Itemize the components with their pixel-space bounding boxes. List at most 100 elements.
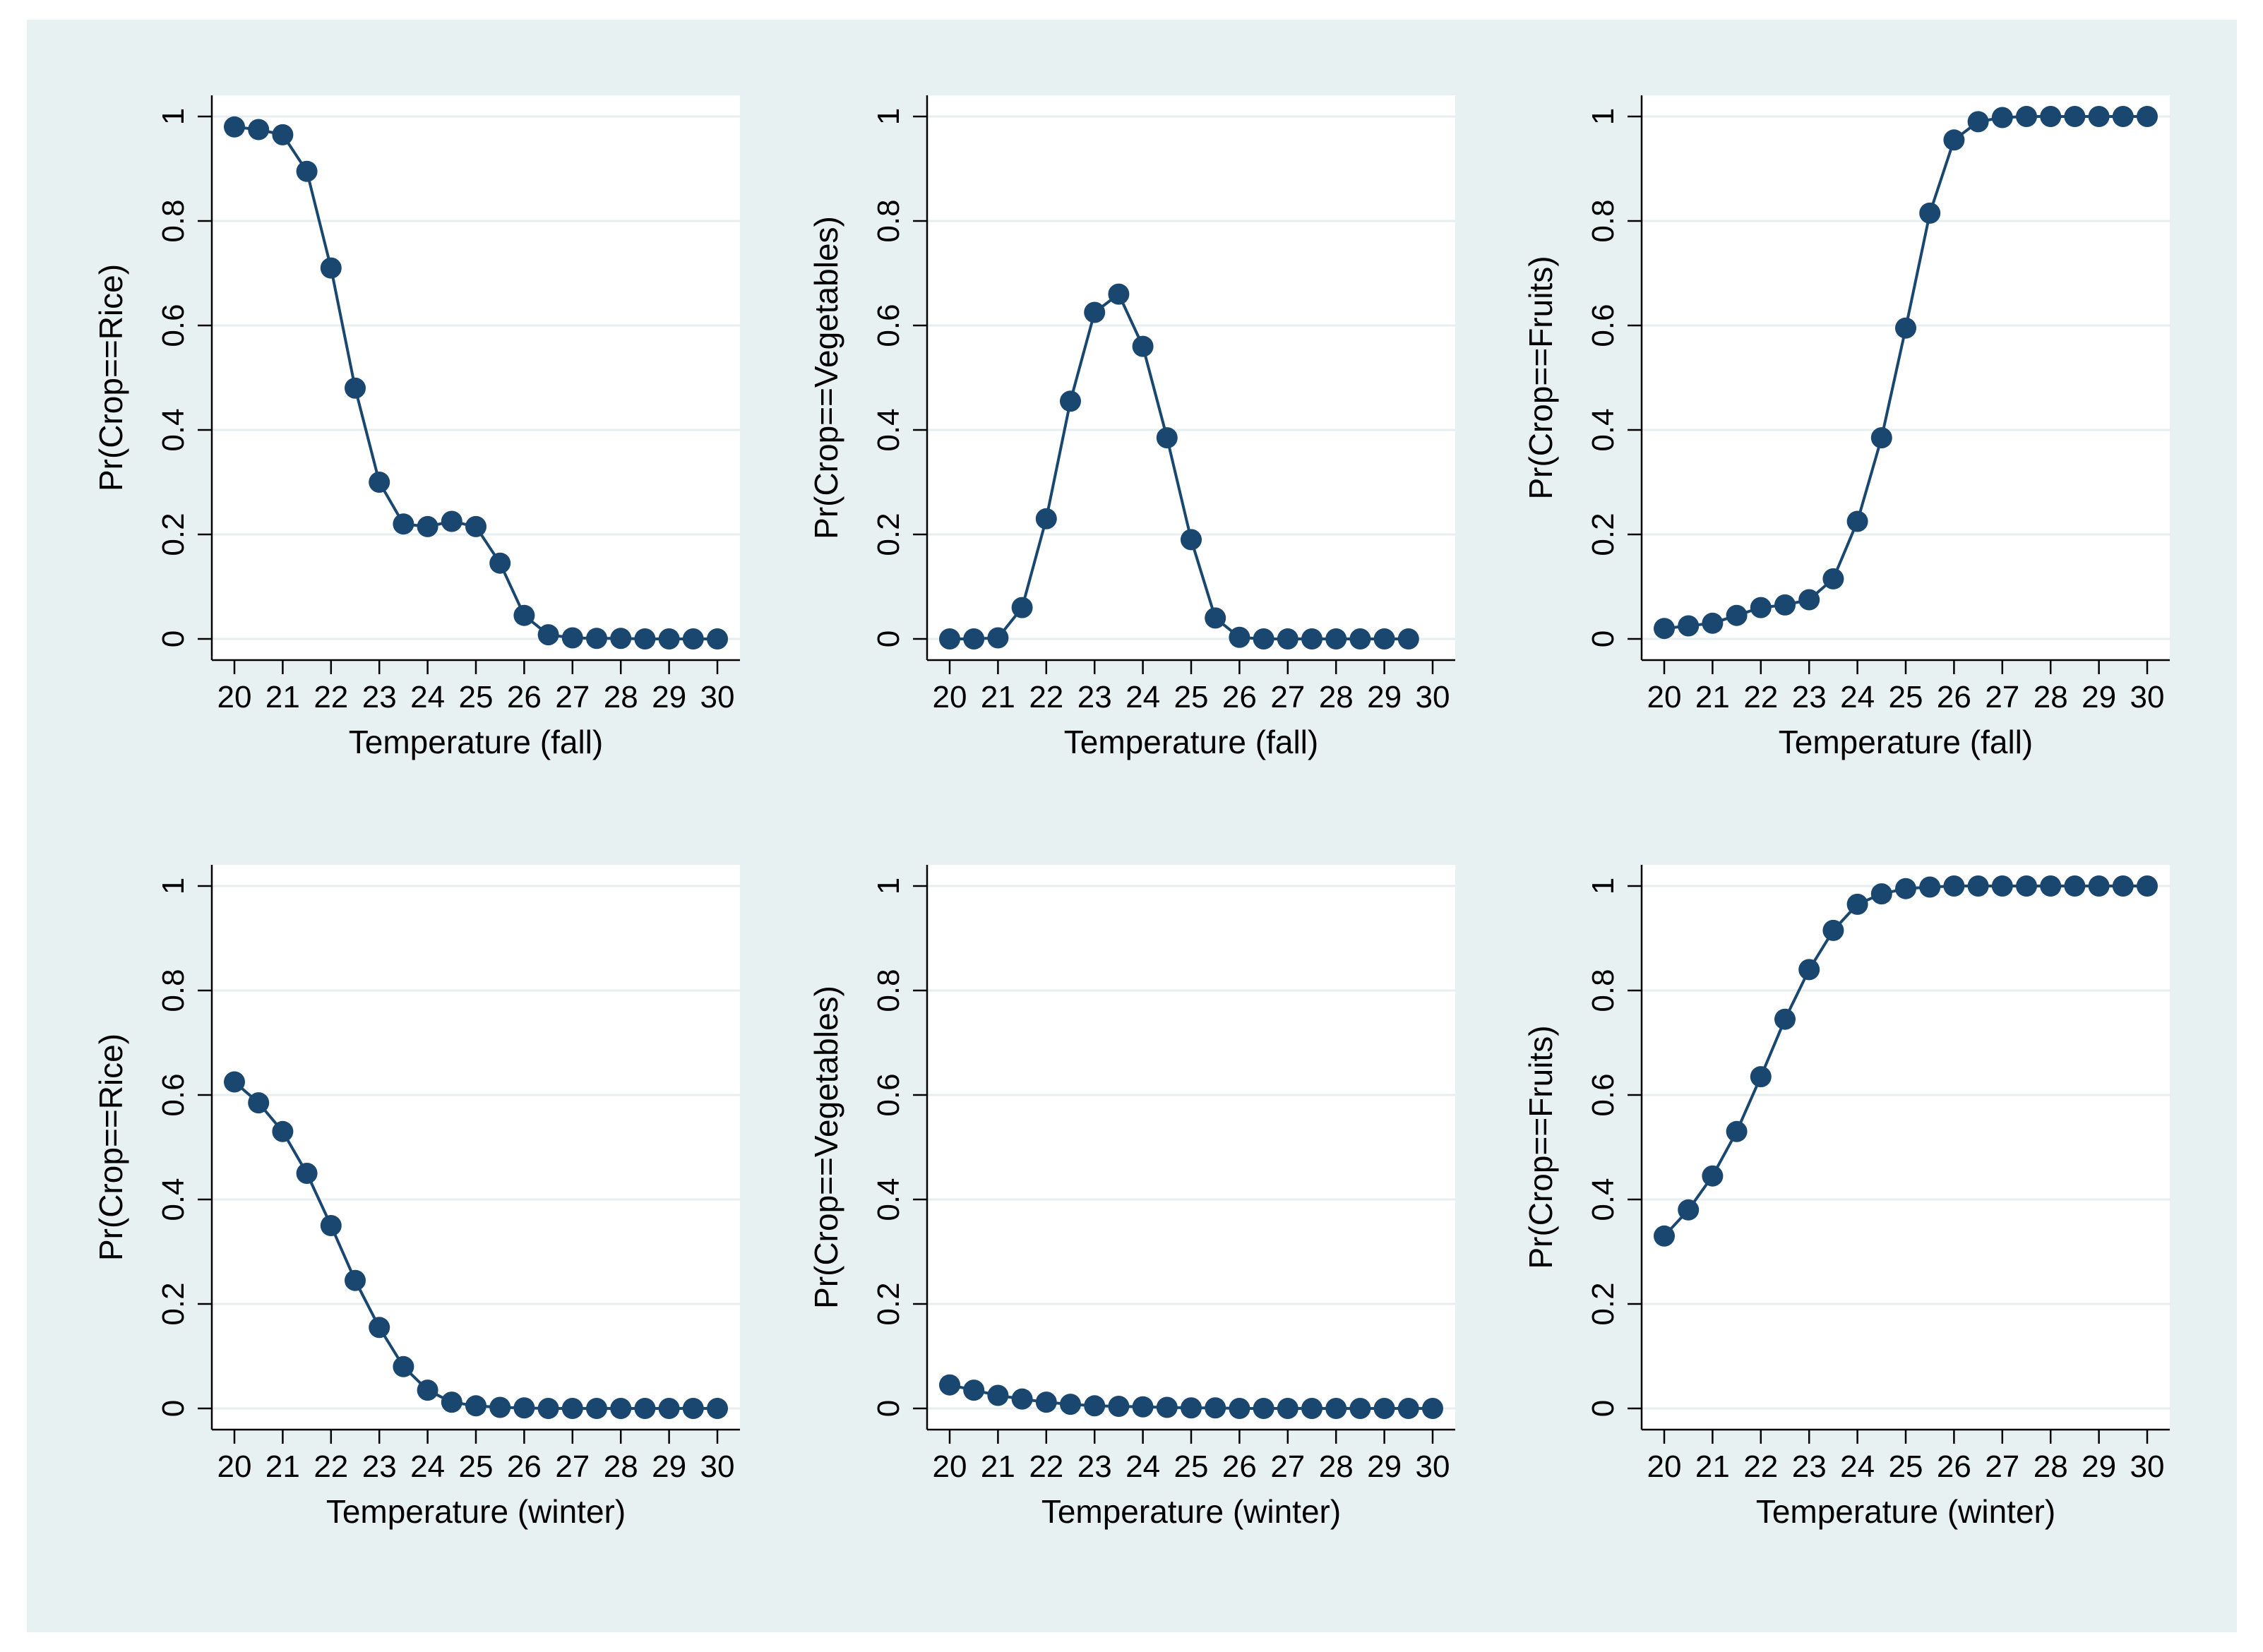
x-tick-label: 23 [1792,1449,1827,1484]
data-point [1397,628,1419,650]
data-point [707,1398,728,1419]
x-tick-label: 29 [652,1449,686,1484]
y-tick-label: 0.8 [871,969,906,1012]
data-point [1325,628,1347,650]
data-point [320,257,342,279]
y-axis-title: Pr(Crop==Rice) [92,1034,129,1261]
x-tick-label: 21 [981,1449,1015,1484]
x-tick-label: 23 [1792,680,1827,714]
x-tick-label: 22 [1743,680,1778,714]
x-tick-label: 26 [1937,1449,1971,1484]
x-tick-label: 29 [1367,1449,1402,1484]
x-tick-label: 27 [1270,680,1305,714]
data-point [465,515,486,537]
x-tick-label: 21 [265,680,300,714]
x-tick-label: 24 [1125,1449,1160,1484]
x-tick-label: 25 [1889,1449,1923,1484]
x-tick-label: 23 [1077,680,1112,714]
data-point [707,628,728,650]
y-tick-label: 0.8 [1586,199,1620,242]
data-point [1967,875,1989,897]
data-point [1325,1398,1347,1419]
x-tick-label: 24 [410,680,445,714]
x-tick-label: 26 [1222,680,1257,714]
x-axis-title: Temperature (winter) [1041,1493,1341,1530]
data-point [320,1215,342,1236]
x-tick-label: 20 [933,680,967,714]
y-tick-label: 0.2 [156,1282,191,1325]
y-tick-label: 0.4 [156,408,191,451]
data-point [2064,875,2086,897]
data-point [1726,604,1748,626]
data-point [1822,919,1844,941]
data-point [1373,1398,1395,1419]
data-point [2040,106,2062,127]
data-point [1277,628,1298,650]
x-tick-label: 21 [981,680,1015,714]
y-tick-label: 0.6 [871,1073,906,1116]
x-tick-label: 30 [700,680,735,714]
data-point [1229,626,1250,648]
x-tick-label: 29 [2082,680,2116,714]
y-axis-title: Pr(Crop==Fruits) [1522,256,1559,499]
data-point [2112,875,2134,897]
y-axis-title: Pr(Crop==Vegetables) [808,986,844,1309]
data-point [658,1398,680,1419]
x-tick-label: 21 [265,1449,300,1484]
x-tick-label: 30 [2130,1449,2165,1484]
x-tick-label: 24 [410,1449,445,1484]
data-point [417,1379,438,1401]
data-point [2064,106,2086,127]
data-point [2088,875,2110,897]
data-point [1108,283,1130,305]
data-point [537,1398,559,1419]
x-axis-title: Temperature (fall) [1779,724,2033,760]
data-point [1084,1395,1106,1417]
data-point [1011,597,1033,618]
data-point [393,513,414,535]
data-point [1846,893,1868,915]
data-point [987,627,1009,649]
data-point [345,377,366,399]
y-tick-label: 0 [871,630,906,647]
data-point [1726,1120,1748,1142]
data-point [1301,1398,1322,1419]
y-tick-label: 1 [156,878,191,894]
y-tick-label: 0.6 [156,304,191,347]
data-point [537,624,559,646]
data-point [513,604,535,626]
data-point [658,628,680,650]
plot-area [1642,865,2170,1430]
data-point [586,1398,607,1419]
x-tick-label: 21 [1695,680,1730,714]
y-tick-label: 0.4 [871,1178,906,1221]
y-tick-label: 0.8 [156,199,191,242]
data-point [2088,106,2110,127]
y-tick-label: 0.6 [871,304,906,347]
data-point [1822,568,1844,589]
data-point [1205,1397,1226,1419]
y-tick-label: 0.6 [1586,1073,1620,1116]
y-tick-label: 0 [871,1400,906,1417]
y-tick-label: 0.2 [156,513,191,556]
data-point [1798,589,1820,611]
x-tick-label: 27 [555,680,590,714]
y-tick-label: 1 [871,878,906,894]
data-point [1253,1398,1274,1419]
x-tick-label: 23 [362,1449,397,1484]
data-point [1422,1398,1443,1419]
x-tick-label: 24 [1125,680,1160,714]
data-point [296,160,318,182]
data-point [1678,615,1700,637]
data-point [1774,1008,1796,1030]
data-point [296,1163,318,1184]
data-point [1181,529,1202,551]
data-point [1035,508,1057,529]
data-point [1084,301,1106,323]
y-tick-label: 0.6 [1586,304,1620,347]
plot-area [1642,95,2170,660]
data-point [1870,427,1892,449]
x-tick-label: 25 [1889,680,1923,714]
x-tick-label: 20 [217,1449,252,1484]
x-tick-label: 22 [1743,1449,1778,1484]
